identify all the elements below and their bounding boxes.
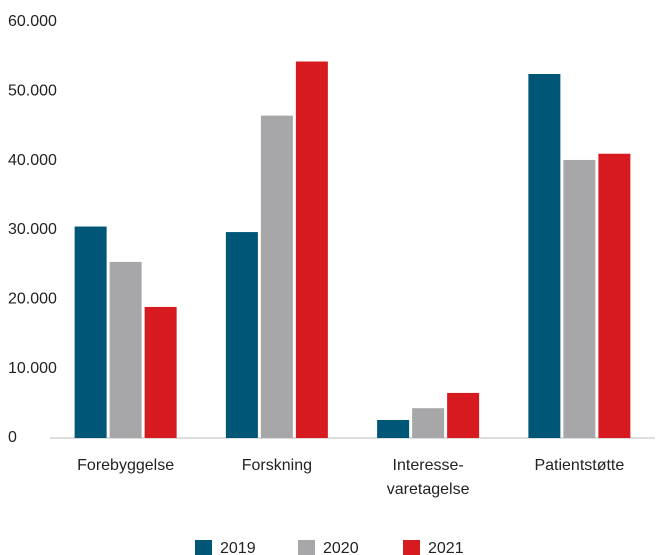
bar (260, 115, 293, 438)
bar (144, 306, 177, 438)
legend-swatch (195, 540, 212, 555)
x-tick-label: Patientstøtte (534, 457, 625, 474)
bar (447, 392, 480, 438)
x-tick-label: Forskning (241, 457, 312, 474)
y-tick-label: 50.000 (8, 83, 57, 100)
bar (563, 159, 596, 438)
legend-label: 2020 (323, 540, 359, 555)
legend-swatch (403, 540, 420, 555)
bar (377, 419, 410, 438)
y-tick-label: 40.000 (8, 152, 57, 169)
bar (528, 74, 561, 438)
y-tick-label: 20.000 (8, 291, 57, 308)
bar (295, 61, 328, 439)
bar (74, 226, 107, 438)
bar (109, 261, 142, 438)
y-tick-label: 30.000 (8, 221, 57, 238)
bar (598, 153, 631, 438)
bar (225, 232, 258, 438)
x-tick-label: Interesse- varetagelse (386, 457, 470, 498)
legend-label: 2019 (220, 540, 256, 555)
legend-label: 2021 (428, 540, 464, 555)
legend-swatch (298, 540, 315, 555)
y-tick-label: 0 (8, 429, 17, 446)
x-tick-label: Forebyggelse (77, 457, 175, 474)
y-tick-label: 60.000 (8, 13, 57, 30)
y-tick-label: 10.000 (8, 360, 57, 377)
bar (412, 408, 445, 438)
